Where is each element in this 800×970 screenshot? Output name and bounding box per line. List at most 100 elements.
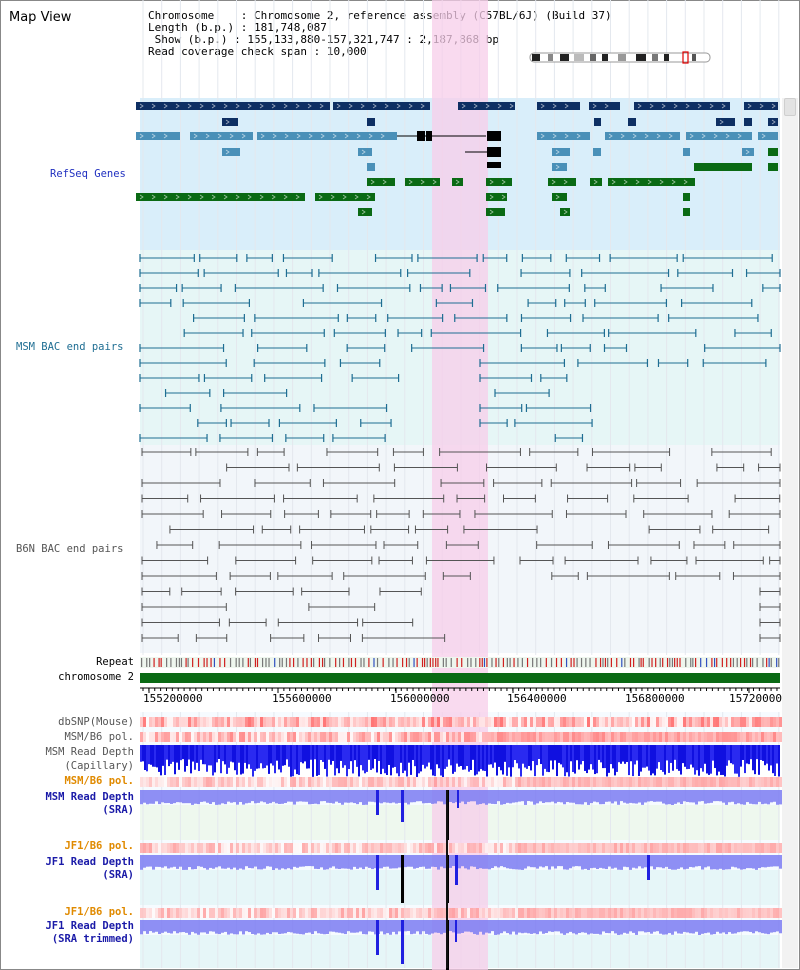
dbsnp-cell <box>365 717 368 727</box>
gene-strand-arrow <box>620 133 625 139</box>
msm-pol2-cell <box>278 777 281 787</box>
capillary-depth-bar <box>760 745 762 760</box>
jf1-pol2-cell <box>617 908 620 918</box>
msm-pol2-cell <box>530 777 533 787</box>
capillary-depth-bar <box>548 745 550 773</box>
gene-strand-arrow <box>552 103 557 109</box>
capillary-depth-bar <box>390 745 392 776</box>
repeat-element <box>766 658 768 667</box>
jf1-pol-cell <box>575 843 578 853</box>
jf1-pol-cell <box>596 843 599 853</box>
msm-pol2-cell <box>470 777 473 787</box>
track-label-jf1-b6-pol-1[interactable]: JF1/B6 pol. <box>64 840 134 852</box>
track-label-repeat[interactable]: Repeat <box>96 656 134 668</box>
msm-pol-cell <box>155 732 158 742</box>
msm-pol2-cell <box>170 777 173 787</box>
msm-pol-cell <box>527 732 530 742</box>
gene-strand-arrow <box>361 149 366 155</box>
jf1-pol-cell <box>386 843 389 853</box>
capillary-depth-bar <box>464 745 466 770</box>
msm-pol2-cell <box>701 777 704 787</box>
dbsnp-cell <box>713 717 716 727</box>
dbsnp-cell <box>455 717 458 727</box>
msm-pol2-cell <box>359 777 362 787</box>
track-label-jf1-b6-pol-2[interactable]: JF1/B6 pol. <box>64 906 134 918</box>
jf1-pol-cell <box>245 843 248 853</box>
read-depth-bar <box>722 790 725 803</box>
ideogram-band <box>664 54 669 61</box>
msm-pol2-cell <box>653 777 656 787</box>
track-label-msm-b6-pol-1[interactable]: MSM/B6 pol. <box>64 731 134 743</box>
scrollbar-thumb[interactable] <box>784 98 796 116</box>
dbsnp-cell <box>689 717 692 727</box>
jf1-pol2-cell <box>698 908 701 918</box>
jf1-pol2-cell <box>491 908 494 918</box>
chromosome-bar <box>140 673 780 683</box>
jf1-pol2-cell <box>719 908 722 918</box>
msm-pol-cell <box>779 732 782 742</box>
dbsnp-cell <box>173 717 176 727</box>
jf1-pol-cell <box>140 843 143 853</box>
capillary-depth-bar <box>684 745 686 767</box>
track-label-msm-bac[interactable]: MSM BAC end pairs <box>16 341 124 353</box>
read-depth-bar <box>644 920 647 933</box>
msm-pol-cell <box>686 732 689 742</box>
msm-pol-cell <box>251 732 254 742</box>
track-label-dbsnp[interactable]: dbSNP(Mouse) <box>58 716 134 728</box>
read-depth-bar <box>230 920 233 934</box>
track-label-msm-depth-capillary[interactable]: MSM Read Depth <box>45 746 134 758</box>
jf1-pol-cell <box>176 843 179 853</box>
msm-pol2-cell <box>752 777 755 787</box>
capillary-depth-bar <box>472 745 474 760</box>
msm-pol-cell <box>761 732 764 742</box>
dbsnp-cell <box>530 717 533 727</box>
gene-strand-arrow <box>384 103 389 109</box>
gene-strand-arrow <box>247 194 252 200</box>
track-label-msm-depth-sra[interactable]: MSM Read Depth <box>45 791 134 803</box>
read-depth-bar <box>290 855 293 870</box>
read-depth-bar <box>404 920 407 932</box>
capillary-depth-bar <box>496 745 498 776</box>
jf1-pol-cell <box>215 843 218 853</box>
track-label-jf1-depth-trimmed[interactable]: JF1 Read Depth <box>45 920 134 932</box>
msm-pol2-cell <box>212 777 215 787</box>
repeat-element <box>526 658 529 667</box>
track-label-chromosome[interactable]: chromosome 2 <box>58 671 134 683</box>
jf1-pol2-cell <box>653 908 656 918</box>
dbsnp-cell <box>698 717 701 727</box>
capillary-depth-bar <box>140 745 142 762</box>
repeat-element <box>153 658 155 667</box>
read-depth-bar <box>143 855 146 868</box>
jf1-pol2-cell <box>167 908 170 918</box>
track-label-b6n-bac[interactable]: B6N BAC end pairs <box>16 543 124 555</box>
repeat-element <box>392 658 394 667</box>
jf1-pol-cell <box>728 843 731 853</box>
jf1-pol2-cell <box>449 908 452 918</box>
vertical-scrollbar[interactable] <box>782 98 798 968</box>
msm-pol2-cell <box>494 777 497 787</box>
capillary-depth-bar <box>142 745 144 762</box>
dbsnp-cell <box>299 717 302 727</box>
read-depth-bar <box>296 855 299 868</box>
gene-strand-arrow <box>540 133 545 139</box>
read-depth-bar <box>530 920 533 934</box>
msm-pol2-cell <box>770 777 773 787</box>
gene-strand-arrow <box>320 133 325 139</box>
jf1-pol-cell <box>638 843 641 853</box>
gene-strand-arrow <box>668 133 673 139</box>
capillary-depth-bar <box>344 745 346 766</box>
read-depth-bar <box>371 790 374 802</box>
jf1-pol2-cell <box>557 908 560 918</box>
read-depth-spike <box>376 855 379 890</box>
capillary-depth-bar <box>562 745 564 768</box>
dbsnp-cell <box>344 717 347 727</box>
read-depth-bar <box>290 790 293 802</box>
gene-strand-arrow <box>332 133 337 139</box>
jf1-pol-cell <box>185 843 188 853</box>
track-label-refseq[interactable]: RefSeq Genes <box>50 168 126 180</box>
track-label-jf1-depth-sra[interactable]: JF1 Read Depth <box>45 856 134 868</box>
msm-pol2-cell <box>320 777 323 787</box>
refseq-gene <box>333 102 430 110</box>
track-label-msm-b6-pol-2[interactable]: MSM/B6 pol. <box>64 775 134 787</box>
